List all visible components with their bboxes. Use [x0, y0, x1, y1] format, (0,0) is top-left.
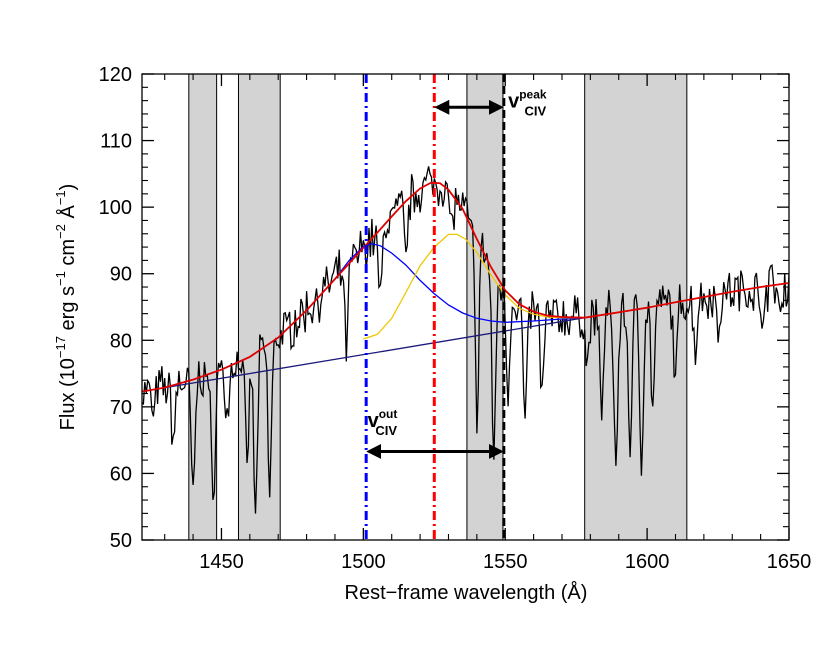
- y-tick-label: 50: [110, 530, 132, 552]
- y-tick-label: 80: [110, 330, 132, 352]
- total-model-line: [142, 181, 789, 393]
- y-tick-label: 60: [110, 463, 132, 485]
- x-axis-title: Rest−frame wavelength (Å): [345, 581, 588, 604]
- y-tick-label: 100: [99, 197, 132, 219]
- continuum-line: [142, 317, 585, 393]
- y-tick-label: 110: [100, 131, 132, 153]
- masked-region-1: [237, 73, 281, 541]
- x-tick-label: 1500: [341, 551, 386, 573]
- v-out-label: vout CIV: [368, 407, 398, 438]
- observed-spectrum-line: [142, 166, 789, 514]
- masked-regions: [188, 73, 688, 541]
- y-tick-label: 90: [110, 264, 132, 286]
- core-gaussian-line: [363, 233, 585, 340]
- x-tick-label: 1650: [767, 551, 812, 573]
- axes: 1450 1500 1550 1600 1650 50 60 70 80 90 100 110 120: [99, 64, 812, 573]
- y-tick-label: 120: [99, 64, 132, 86]
- x-tick-label: 1600: [625, 551, 670, 573]
- plot-area: [142, 166, 789, 514]
- velocity-annotations: vpeak CIV vout CIV: [366, 87, 547, 459]
- x-tick-label: 1550: [483, 551, 528, 573]
- masked-region-3: [584, 73, 688, 541]
- reference-lines: [364, 74, 506, 540]
- plot-frame: [141, 73, 790, 541]
- v-peak-label: vpeak CIV: [508, 87, 547, 118]
- y-tick-label: 70: [110, 397, 132, 419]
- y-axis-title: Flux (10−17 erg s−1 cm−2 Å−1): [53, 184, 79, 431]
- x-tick-label: 1450: [199, 551, 244, 573]
